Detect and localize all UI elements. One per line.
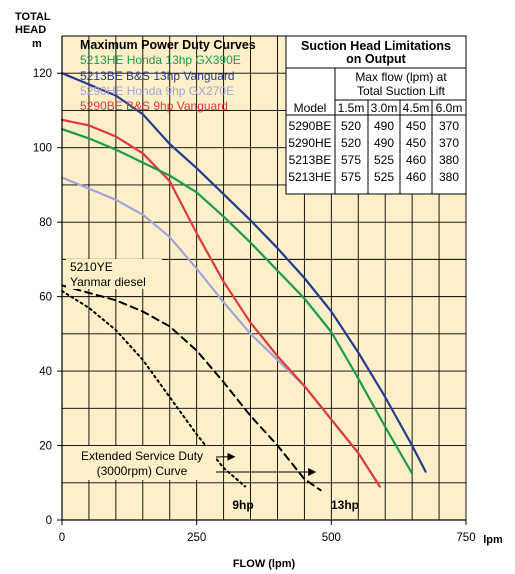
table-row: 5213BE 575 525 460 380 xyxy=(289,153,460,167)
y-tick-label: 60 xyxy=(39,292,52,304)
table-lift-header: 6.0m xyxy=(436,101,463,115)
table-cell: 460 xyxy=(406,153,426,167)
table-cell: 450 xyxy=(406,136,426,150)
y-tick-label: 120 xyxy=(33,68,52,80)
table-cell-model: 5213BE xyxy=(289,153,332,167)
table-cell: 520 xyxy=(341,136,361,150)
table-cell-model: 5213HE xyxy=(288,170,331,184)
legend-item-5290he: 5290HE Honda 9hp GX270E xyxy=(80,84,234,98)
annotation-backdrop xyxy=(66,259,162,289)
table-lift-header: 3.0m xyxy=(371,101,398,115)
table-row: 5290HE 520 490 450 370 xyxy=(288,136,459,150)
table-cell: 575 xyxy=(341,170,361,184)
table-cell: 520 xyxy=(341,119,361,133)
tick-labels: 0 250 500 750 0 20 40 60 80 100 120 xyxy=(33,68,476,544)
table-subtitle-line2: Total Suction Lift xyxy=(357,84,446,98)
series-line-4 xyxy=(61,284,322,492)
table-cell: 370 xyxy=(439,136,459,150)
table-title-line1: Suction Head Limitations xyxy=(301,39,451,53)
y-tick-label: 40 xyxy=(39,366,52,378)
y-tick-label: 100 xyxy=(33,143,52,155)
x-tick-label: 500 xyxy=(322,532,341,544)
x-tick-label: 750 xyxy=(456,532,475,544)
y-axis-title-line1: TOTAL xyxy=(15,11,51,23)
table-cell: 460 xyxy=(406,170,426,184)
table-cell: 525 xyxy=(374,170,394,184)
y-axis-title-line2: HEAD xyxy=(15,24,46,36)
annotation-extended-duty: Extended Service Duty xyxy=(81,449,203,463)
series-line-0 xyxy=(60,128,414,475)
table-cell: 380 xyxy=(439,153,459,167)
legend-item-5213he: 5213HE Honda 13hp GX390E xyxy=(80,53,241,67)
table-row: 5213HE 575 525 460 380 xyxy=(288,170,459,184)
y-axis-unit: m xyxy=(32,38,42,50)
table-cell-model: 5290HE xyxy=(288,136,331,150)
suction-head-table: Suction Head Limitations on Output Max f… xyxy=(285,35,467,195)
table-cell: 525 xyxy=(374,153,394,167)
series-line-1 xyxy=(60,72,427,473)
table-lift-header: 4.5m xyxy=(403,101,430,115)
annotation-9hp: 9hp xyxy=(232,498,253,512)
series-line-3 xyxy=(60,118,381,488)
y-tick-label: 20 xyxy=(39,441,52,453)
table-subtitle-line1: Max flow (lpm) at xyxy=(355,70,447,84)
y-tick-label: 80 xyxy=(39,217,52,229)
table-model-header: Model xyxy=(294,101,327,115)
series-lines xyxy=(60,72,427,492)
table-cell: 490 xyxy=(374,136,394,150)
annotation-backdrop xyxy=(68,446,216,480)
x-axis-title: FLOW (lpm) xyxy=(233,558,296,570)
legend-item-5290be: 5290BE B&S 9hp Vanguard xyxy=(80,99,228,113)
y-tick-label: 0 xyxy=(46,515,52,527)
table-cell-model: 5290BE xyxy=(289,119,332,133)
x-tick-label: 250 xyxy=(187,532,206,544)
x-axis-unit: lpm xyxy=(483,534,503,546)
table-row: 5290BE 520 490 450 370 xyxy=(289,119,460,133)
x-tick-label: 0 xyxy=(59,532,65,544)
annotation-13hp: 13hp xyxy=(331,498,359,512)
table-title-line2: on Output xyxy=(346,52,407,66)
legend: Maximum Power Duty Curves 5213HE Honda 1… xyxy=(80,38,256,113)
annotation-yanmar-desc: Yanmar diesel xyxy=(70,275,146,289)
table-lift-header: 1.5m xyxy=(338,101,365,115)
legend-title: Maximum Power Duty Curves xyxy=(80,38,256,52)
table-cell: 575 xyxy=(341,153,361,167)
series-line-5 xyxy=(61,290,247,488)
table-cell: 490 xyxy=(374,119,394,133)
table-cell: 370 xyxy=(439,119,459,133)
annotation-yanmar-model: 5210YE xyxy=(70,260,113,274)
table-cell: 450 xyxy=(406,119,426,133)
legend-item-5213be: 5213BE B&S 13hp Vanguard xyxy=(80,69,235,83)
table-cell: 380 xyxy=(439,170,459,184)
annotation-extended-curve: (3000rpm) Curve xyxy=(97,464,188,478)
